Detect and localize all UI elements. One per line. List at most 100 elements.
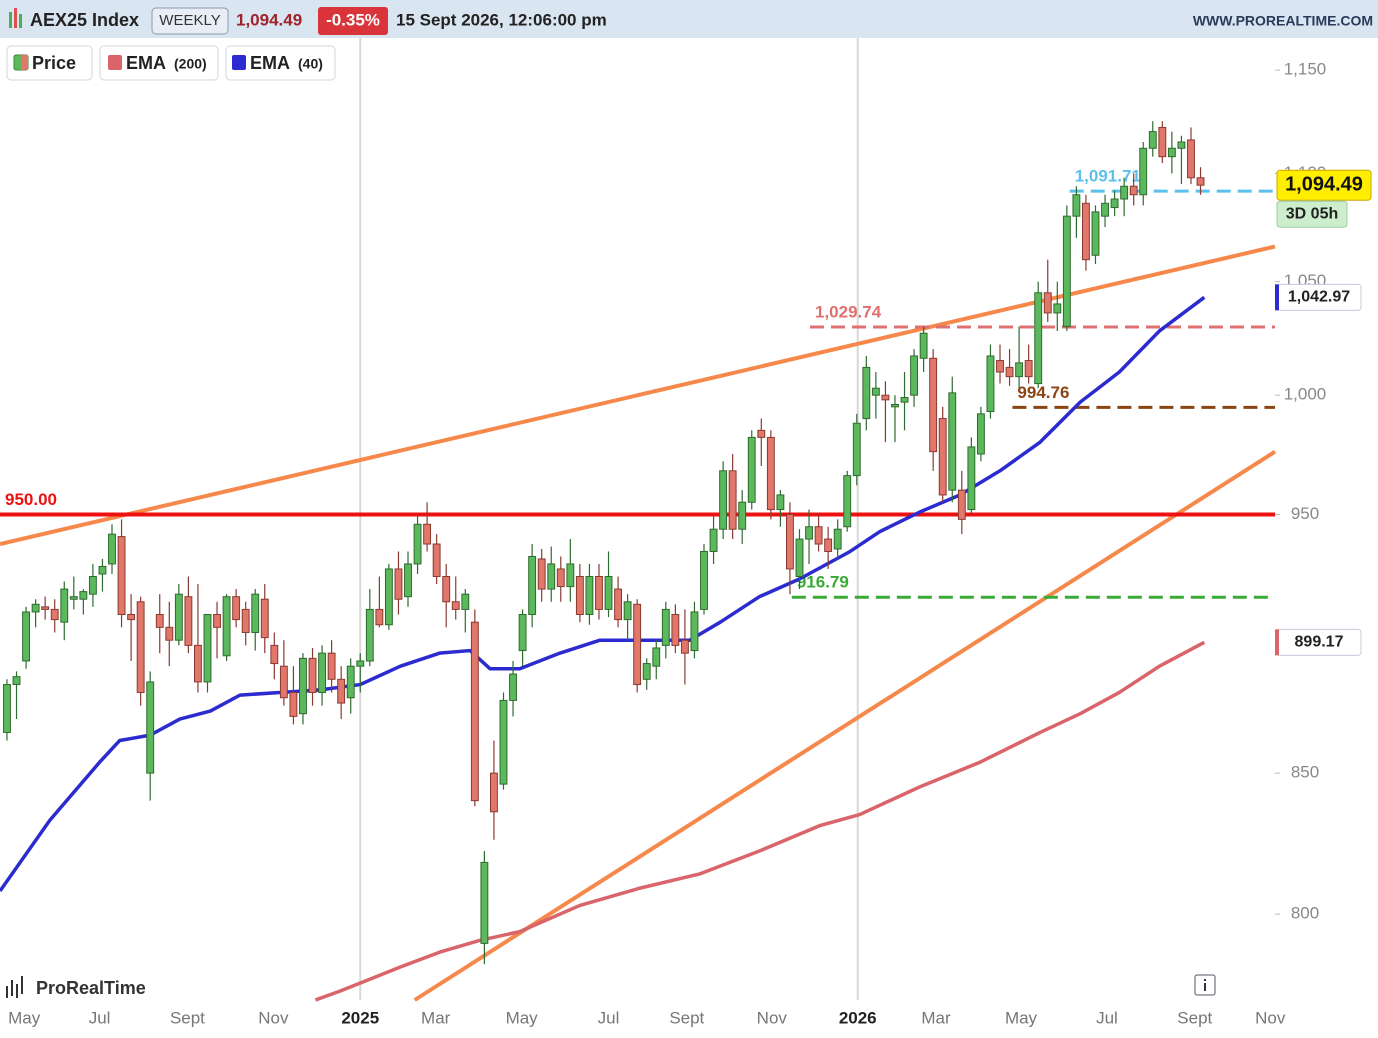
candle-body <box>719 470 728 530</box>
candle-body <box>805 526 813 540</box>
x-tick-label: Nov <box>757 1008 788 1027</box>
candle-body <box>404 563 412 598</box>
trendline <box>0 244 1276 546</box>
candle-body <box>270 644 279 665</box>
candle-body <box>1062 215 1071 327</box>
x-tick-label: 2025 <box>341 1008 379 1027</box>
candle-body <box>117 536 126 616</box>
legend-swatch <box>108 55 122 70</box>
candle-body <box>194 644 202 683</box>
y-tick-label: 950 <box>1291 504 1319 523</box>
candle-body <box>661 608 670 646</box>
candle-body <box>871 387 880 396</box>
candle-body <box>852 422 861 477</box>
candle-body <box>327 652 336 680</box>
candle-body <box>289 691 298 717</box>
x-tick-label: May <box>506 1008 539 1027</box>
candle-body <box>413 523 422 565</box>
candle-body <box>728 470 737 530</box>
period[interactable]: WEEKLY <box>159 12 220 29</box>
x-tick-label: May <box>1005 1008 1038 1027</box>
candle-body <box>1129 185 1138 196</box>
candle-body <box>1139 147 1148 196</box>
candle-body <box>222 596 231 657</box>
candle-body <box>1110 198 1119 209</box>
candle-body <box>136 601 145 693</box>
countdown: 3D 05h <box>1286 205 1338 222</box>
candle-body <box>996 360 1004 373</box>
candle-body <box>31 603 40 613</box>
candle-body <box>241 608 250 633</box>
ema-line <box>314 640 1206 1002</box>
legend: Price EMA (200) EMA (40) <box>6 45 336 81</box>
candle-body <box>738 501 747 530</box>
candle-body <box>165 626 174 641</box>
candle-body <box>279 665 288 699</box>
candle-body <box>585 575 594 616</box>
candle-body <box>623 601 632 621</box>
header-bar <box>0 0 1378 38</box>
legend-item[interactable] <box>225 45 336 81</box>
candle-body <box>652 647 661 667</box>
candle-body <box>919 332 928 359</box>
countdown-box <box>1276 200 1348 228</box>
y-tick-label: 1,000 <box>1284 385 1327 404</box>
x-tick-label: May <box>8 1008 41 1027</box>
candle-body <box>1034 292 1043 385</box>
value-label: 1,042.97 <box>1288 289 1350 306</box>
candle-body <box>451 601 460 610</box>
candle-body <box>384 568 393 626</box>
legend-label[interactable]: Price <box>32 53 76 73</box>
x-tick-label: 2026 <box>839 1008 877 1027</box>
legend-item[interactable] <box>99 45 219 81</box>
x-tick-label: Nov <box>1255 1008 1286 1027</box>
candle-body <box>614 588 623 621</box>
candle-body <box>910 355 919 396</box>
candle-body <box>633 603 642 686</box>
candle-body <box>824 538 833 552</box>
legend-label[interactable]: EMA <box>126 53 166 73</box>
candle-body <box>1072 194 1081 217</box>
candle-body <box>776 494 785 511</box>
candle-body <box>318 652 327 693</box>
candle-body <box>98 565 107 575</box>
candle-body <box>1101 202 1109 217</box>
change-box <box>318 7 388 35</box>
candle-body <box>1082 202 1090 261</box>
candle-body <box>346 665 355 699</box>
candle-body <box>365 608 374 662</box>
level-label: 994.76 <box>1017 383 1069 402</box>
legend-label[interactable]: EMA <box>250 53 290 73</box>
candle-body <box>499 699 508 785</box>
candle-body <box>69 596 78 600</box>
value-label-accent <box>1275 629 1279 656</box>
candle-body <box>108 533 116 565</box>
candle-body <box>442 575 451 603</box>
header-icon <box>9 8 22 28</box>
candle-body <box>251 593 260 633</box>
last-price: 1,094.49 <box>236 10 302 29</box>
candle-body <box>1024 360 1033 378</box>
plot: May Jul Sept Nov 2025 Mar May Jul Sept Nov 2026 Mar… <box>0 38 1372 1027</box>
candle-body <box>50 608 59 621</box>
candle-body <box>595 575 603 610</box>
candle-body <box>375 608 384 626</box>
x-tick-label: Sept <box>669 1008 704 1027</box>
legend-item[interactable] <box>6 45 93 81</box>
candle-body <box>337 678 346 704</box>
candle-body <box>394 568 403 600</box>
candle-body <box>795 538 804 577</box>
candle-body <box>461 593 470 610</box>
candle-body <box>308 657 317 693</box>
candle-body <box>432 543 441 577</box>
candle-body <box>299 657 307 715</box>
candle-body <box>174 593 183 641</box>
legend-period: (200) <box>174 56 207 72</box>
x-tick-label: Nov <box>258 1008 289 1027</box>
candle-body <box>127 614 136 621</box>
candle-body <box>480 861 489 944</box>
candle-body <box>1091 211 1100 256</box>
period-box[interactable] <box>151 7 229 35</box>
candle-body <box>690 611 699 652</box>
